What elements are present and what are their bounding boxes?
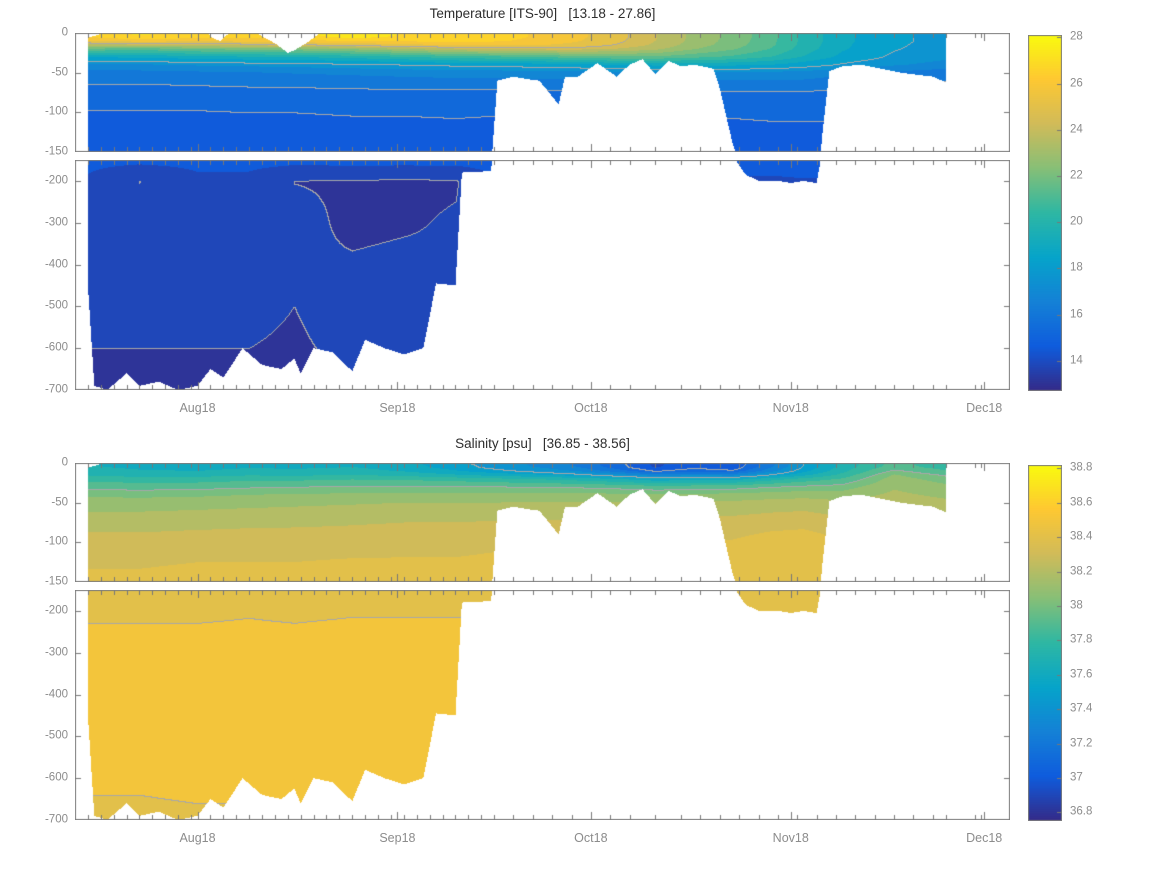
y-tick-label: -100 — [44, 105, 68, 118]
y-tick-label: -300 — [44, 645, 68, 658]
colorbar-tick-label: 24 — [1070, 123, 1083, 136]
colorbar-tick-label: 38.4 — [1070, 530, 1093, 543]
y-tick-label: -400 — [44, 687, 68, 700]
y-tick-label: -150 — [44, 145, 68, 158]
y-tick-label: 0 — [61, 26, 68, 39]
colorbar-tick-label: 20 — [1070, 215, 1083, 228]
colorbar-tick-label: 38.6 — [1070, 496, 1093, 509]
y-tick-label: -500 — [44, 729, 68, 742]
y-tick-label: -700 — [44, 383, 68, 396]
temperature-lower-depth-panel — [75, 160, 1010, 390]
colorbar-tick-label: 37 — [1070, 771, 1083, 784]
x-tick-label: Dec18 — [966, 401, 1003, 415]
y-tick-label: -400 — [44, 257, 68, 270]
salinity-upper-depth-panel — [75, 463, 1010, 582]
colorbar-tick-label: 14 — [1070, 354, 1083, 367]
x-tick-label: Oct18 — [574, 401, 608, 415]
temperature-title: Temperature [ITS-90] [13.18 - 27.86] — [429, 6, 656, 21]
x-tick-label: Sep18 — [379, 831, 416, 845]
temperature-section-figure: Temperature [ITS-90] [13.18 - 27.86] 0 -5… — [0, 0, 1167, 430]
y-tick-label: 0 — [61, 456, 68, 469]
y-tick-label: -600 — [44, 771, 68, 784]
colorbar-tick-label: 26 — [1070, 76, 1083, 89]
x-tick-label: Nov18 — [772, 401, 809, 415]
colorbar-tick-label: 36.8 — [1070, 805, 1093, 818]
salinity-section-figure: Salinity [psu] [36.85 - 38.56] 0 -50 -100 -… — [0, 430, 1167, 860]
y-tick-label: -100 — [44, 535, 68, 548]
y-tick-label: -150 — [44, 575, 68, 588]
colorbar-tick-label: 37.6 — [1070, 668, 1093, 681]
colorbar-tick-label: 38 — [1070, 599, 1083, 612]
colorbar-tick-label: 38.2 — [1070, 564, 1093, 577]
y-tick-label: -500 — [44, 299, 68, 312]
salinity-lower-depth-panel — [75, 590, 1010, 820]
x-tick-label: Oct18 — [574, 831, 608, 845]
colorbar-tick-label: 38.8 — [1070, 461, 1093, 474]
x-tick-label: Sep18 — [379, 401, 416, 415]
y-tick-label: -50 — [51, 495, 68, 508]
colorbar-tick-label: 28 — [1070, 30, 1083, 43]
y-tick-label: -200 — [44, 174, 68, 187]
temperature-upper-depth-panel — [75, 33, 1010, 152]
colorbar-tick-label: 37.4 — [1070, 702, 1093, 715]
salinity-colorbar — [1028, 465, 1062, 821]
colorbar-tick-label: 37.2 — [1070, 736, 1093, 749]
colorbar-tick-label: 16 — [1070, 307, 1083, 320]
x-tick-label: Dec18 — [966, 831, 1003, 845]
colorbar-tick-label: 18 — [1070, 261, 1083, 274]
y-tick-label: -50 — [51, 65, 68, 78]
y-tick-label: -700 — [44, 813, 68, 826]
y-tick-label: -300 — [44, 215, 68, 228]
x-tick-label: Aug18 — [179, 401, 216, 415]
x-tick-label: Nov18 — [772, 831, 809, 845]
colorbar-tick-label: 37.8 — [1070, 633, 1093, 646]
colorbar-tick-label: 22 — [1070, 169, 1083, 182]
x-tick-label: Aug18 — [179, 831, 216, 845]
y-tick-label: -200 — [44, 604, 68, 617]
y-tick-label: -600 — [44, 341, 68, 354]
salinity-title: Salinity [psu] [36.85 - 38.56] — [455, 436, 630, 451]
temperature-colorbar — [1028, 35, 1062, 391]
